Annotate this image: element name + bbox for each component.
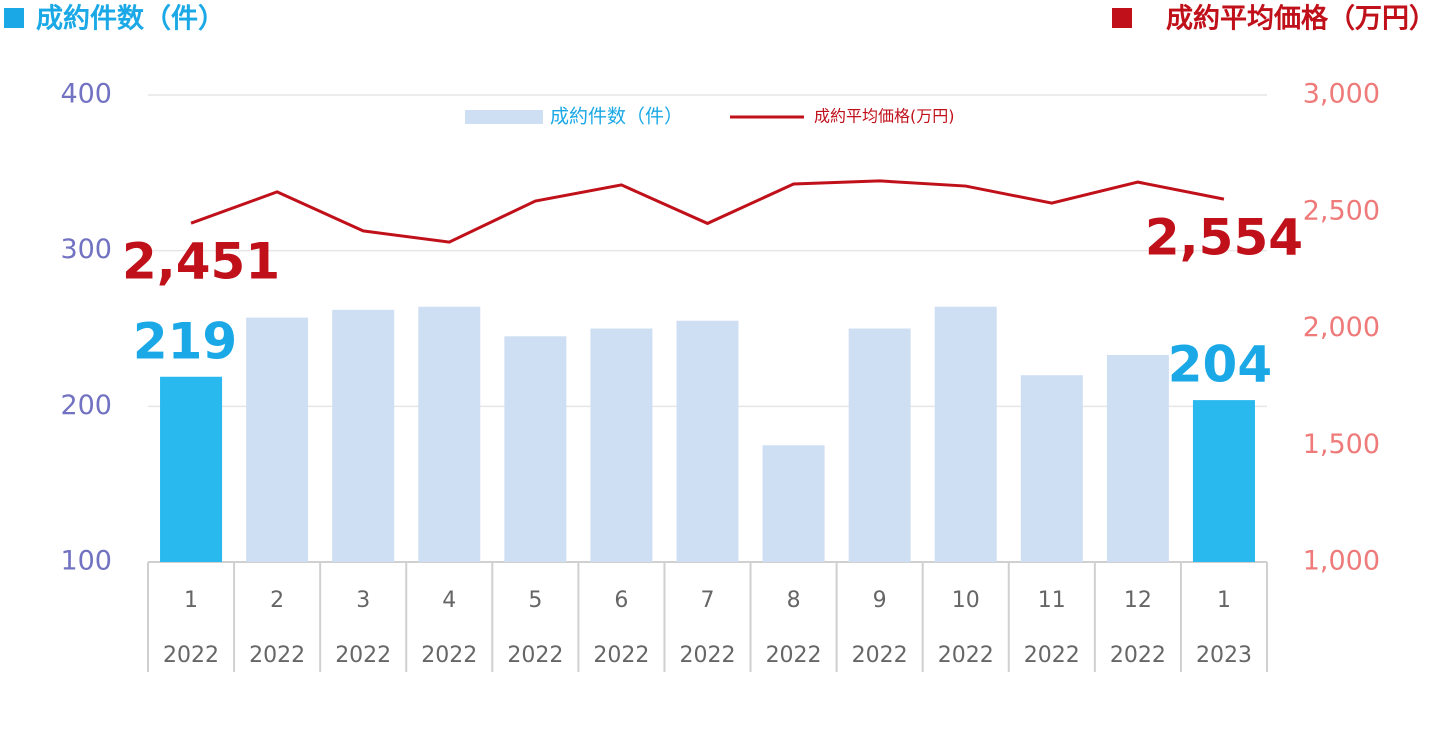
x-tick-label: 2 (270, 588, 284, 613)
y2-tick-label: 2,500 (1303, 195, 1380, 226)
x-tick-label: 4 (442, 588, 456, 613)
x-tick-label: 11 (1038, 588, 1066, 613)
y-tick-label: 400 (60, 79, 112, 110)
x-tick-label: 7 (701, 588, 715, 613)
x-tick-label: 5 (528, 588, 542, 613)
bar (246, 317, 309, 562)
y-tick-label: 100 (60, 546, 112, 577)
x-tick-label: 3 (356, 588, 370, 613)
x-tick-year: 2022 (421, 643, 477, 668)
x-tick-year: 2022 (1110, 643, 1166, 668)
x-tick-year: 2022 (335, 643, 391, 668)
right-title-marker (1112, 8, 1132, 28)
bar (1106, 354, 1169, 562)
bar (1192, 400, 1255, 562)
bar (1020, 375, 1083, 562)
x-tick-year: 2022 (1024, 643, 1080, 668)
y2-tick-label: 1,500 (1303, 429, 1380, 460)
x-tick-label: 8 (787, 588, 801, 613)
x-tick-year: 2022 (593, 643, 649, 668)
x-tick-year: 2022 (852, 643, 908, 668)
left-title-marker (4, 8, 24, 28)
x-tick-label: 1 (184, 588, 198, 613)
x-tick-label: 12 (1124, 588, 1152, 613)
bar (418, 306, 481, 562)
bar (504, 336, 567, 562)
legend-label: 成約平均価格(万円) (814, 107, 955, 126)
y2-tick-label: 1,000 (1303, 546, 1380, 577)
x-tick-label: 9 (873, 588, 887, 613)
data-label: 219 (133, 312, 237, 370)
x-tick-year: 2022 (766, 643, 822, 668)
y-tick-label: 200 (60, 390, 112, 421)
x-tick-label: 1 (1217, 588, 1231, 613)
legend-label: 成約件数（件） (550, 106, 683, 128)
data-label: 204 (1168, 336, 1272, 394)
bar (848, 328, 911, 562)
line (190, 179, 1225, 244)
legend-swatch (465, 110, 543, 124)
bar (332, 309, 395, 562)
x-tick-label: 6 (614, 588, 628, 613)
left-title: 成約件数（件） (36, 3, 225, 35)
y-tick-label: 300 (60, 234, 112, 265)
x-tick-year: 2022 (507, 643, 563, 668)
data-label: 2,451 (122, 233, 280, 291)
x-tick-year: 2023 (1196, 643, 1252, 668)
x-tick-year: 2022 (938, 643, 994, 668)
bar (762, 445, 825, 562)
x-tick-year: 2022 (249, 643, 305, 668)
bar (934, 306, 997, 562)
y2-tick-label: 2,000 (1303, 312, 1380, 343)
bar (676, 320, 739, 562)
data-label: 2,554 (1145, 209, 1303, 267)
x-tick-year: 2022 (680, 643, 736, 668)
x-tick-label: 10 (952, 588, 980, 613)
x-tick-year: 2022 (163, 643, 219, 668)
bar (590, 328, 653, 562)
bar (160, 376, 223, 562)
right-title: 成約平均価格（万円） (1166, 3, 1436, 35)
y2-tick-label: 3,000 (1303, 79, 1380, 110)
